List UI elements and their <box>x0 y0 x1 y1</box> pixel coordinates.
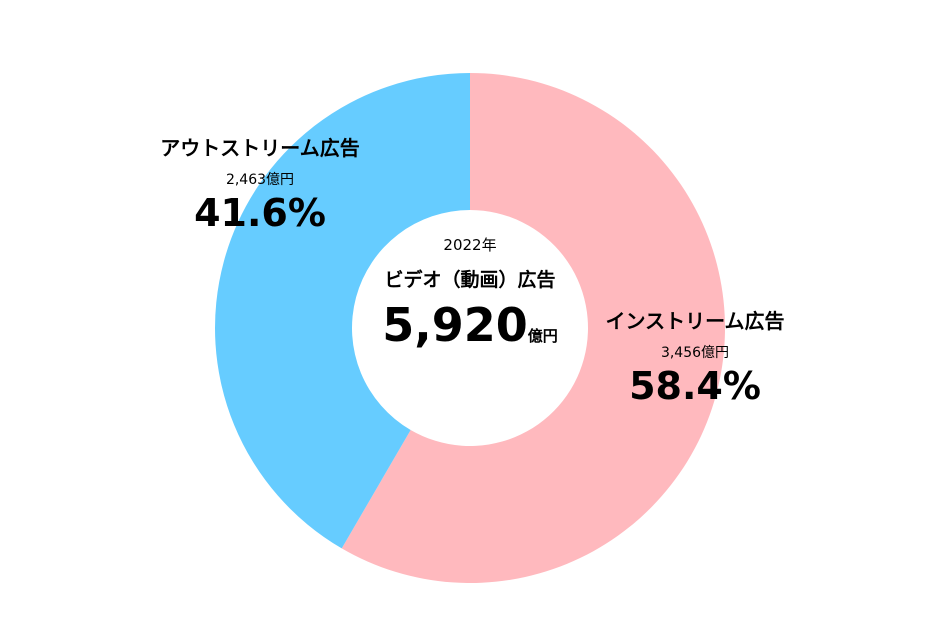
instream-label-group: インストリーム広告 3,456億円 58.4% <box>595 305 795 408</box>
instream-name: インストリーム広告 <box>605 309 785 333</box>
instream-amount: 3,456億円 <box>660 345 730 361</box>
outstream-name: アウトストリーム広告 <box>160 136 360 160</box>
outstream-amount: 2,463億円 <box>225 172 295 188</box>
donut-slice-instream <box>341 73 726 583</box>
center-year: 2022年 <box>443 236 497 254</box>
outstream-label-group: アウトストリーム広告 2,463億円 41.6% <box>150 132 370 235</box>
donut-slice-outstream <box>215 73 470 549</box>
center-title: ビデオ（動画）広告 <box>384 269 556 291</box>
center-label-group: 2022年 ビデオ（動画）広告 5,920億円 <box>360 234 580 352</box>
center-total: 5,920 <box>382 298 528 352</box>
center-total-row: 5,920億円 <box>360 298 580 352</box>
outstream-percent: 41.6% <box>194 191 326 235</box>
center-unit: 億円 <box>527 327 558 345</box>
instream-percent: 58.4% <box>629 364 761 408</box>
